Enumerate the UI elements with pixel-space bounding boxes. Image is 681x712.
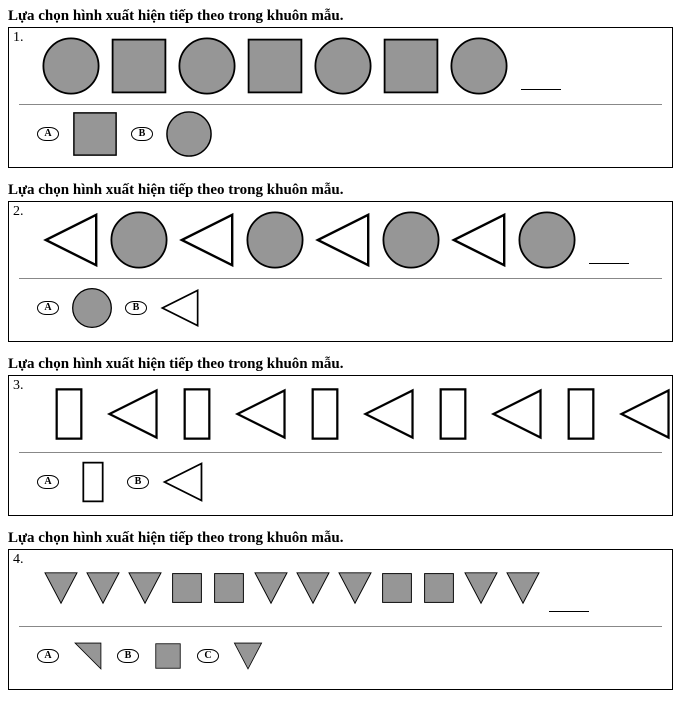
pattern-shape [125,568,165,608]
question-number: 1. [13,30,24,46]
question-box: 1.AB [8,27,673,168]
pattern-shape [377,568,417,608]
option-label[interactable]: A [37,301,59,315]
pattern-shape [169,386,225,442]
pattern-shape [41,386,97,442]
divider [19,452,662,453]
pattern-shape [381,36,441,96]
divider [19,626,662,627]
option-shape[interactable] [165,110,213,158]
pattern-shape [313,210,373,270]
answer-blank [589,263,629,264]
question-number: 4. [13,552,24,568]
question-block: Lựa chọn hình xuất hiện tiếp theo trong … [8,8,673,168]
option-label[interactable]: B [117,649,139,663]
option-shape[interactable] [161,460,205,504]
pattern-shape [449,36,509,96]
pattern-shape [109,210,169,270]
option-label[interactable]: B [125,301,147,315]
pattern-shape [293,568,333,608]
option-label[interactable]: B [131,127,153,141]
pattern-shape [41,210,101,270]
instruction-text: Lựa chọn hình xuất hiện tiếp theo trong … [8,530,673,547]
option-label[interactable]: A [37,127,59,141]
option-shape[interactable] [71,110,119,158]
pattern-shape [617,386,673,442]
options-row: AB [19,457,662,507]
option-label[interactable]: C [197,649,219,663]
question-block: Lựa chọn hình xuất hiện tiếp theo trong … [8,182,673,342]
option-shape[interactable] [159,287,201,329]
pattern-shape [83,568,123,608]
option-shape[interactable] [231,639,265,673]
pattern-shape [41,36,101,96]
question-box: 2.AB [8,201,673,342]
pattern-shape [425,386,481,442]
answer-blank [549,611,589,612]
pattern-shape [381,210,441,270]
pattern-shape [41,568,81,608]
option-shape[interactable] [71,287,113,329]
options-row: AB [19,109,662,159]
pattern-shape [449,210,509,270]
pattern-shape [177,36,237,96]
option-shape[interactable] [151,639,185,673]
divider [19,278,662,279]
question-box: 4. A B C [8,549,673,690]
pattern-shape [461,568,501,608]
pattern-shape [553,386,609,442]
pattern-shape [503,568,543,608]
pattern-shape [109,36,169,96]
pattern-row [19,34,662,98]
instruction-text: Lựa chọn hình xuất hiện tiếp theo trong … [8,8,673,25]
pattern-shape [361,386,417,442]
pattern-shape [489,386,545,442]
pattern-shape [251,568,291,608]
question-block: Lựa chọn hình xuất hiện tiếp theo trong … [8,356,673,516]
option-shape[interactable] [71,460,115,504]
options-row: A B C [19,631,662,681]
answer-blank [521,89,561,90]
question-box: 3.AB [8,375,673,516]
pattern-shape [297,386,353,442]
pattern-shape [167,568,207,608]
pattern-shape [105,386,161,442]
question-number: 3. [13,378,24,394]
question-block: Lựa chọn hình xuất hiện tiếp theo trong … [8,530,673,690]
pattern-row [19,208,662,272]
pattern-shape [245,210,305,270]
question-number: 2. [13,204,24,220]
pattern-shape [335,568,375,608]
pattern-shape [233,386,289,442]
pattern-shape [245,36,305,96]
pattern-row [19,556,662,620]
pattern-row [19,382,662,446]
instruction-text: Lựa chọn hình xuất hiện tiếp theo trong … [8,182,673,199]
option-label[interactable]: A [37,649,59,663]
option-label[interactable]: B [127,475,149,489]
worksheet: Lựa chọn hình xuất hiện tiếp theo trong … [8,8,673,690]
pattern-shape [517,210,577,270]
pattern-shape [177,210,237,270]
options-row: AB [19,283,662,333]
instruction-text: Lựa chọn hình xuất hiện tiếp theo trong … [8,356,673,373]
pattern-shape [313,36,373,96]
option-label[interactable]: A [37,475,59,489]
pattern-shape [209,568,249,608]
pattern-shape [419,568,459,608]
option-shape[interactable] [71,639,105,673]
divider [19,104,662,105]
